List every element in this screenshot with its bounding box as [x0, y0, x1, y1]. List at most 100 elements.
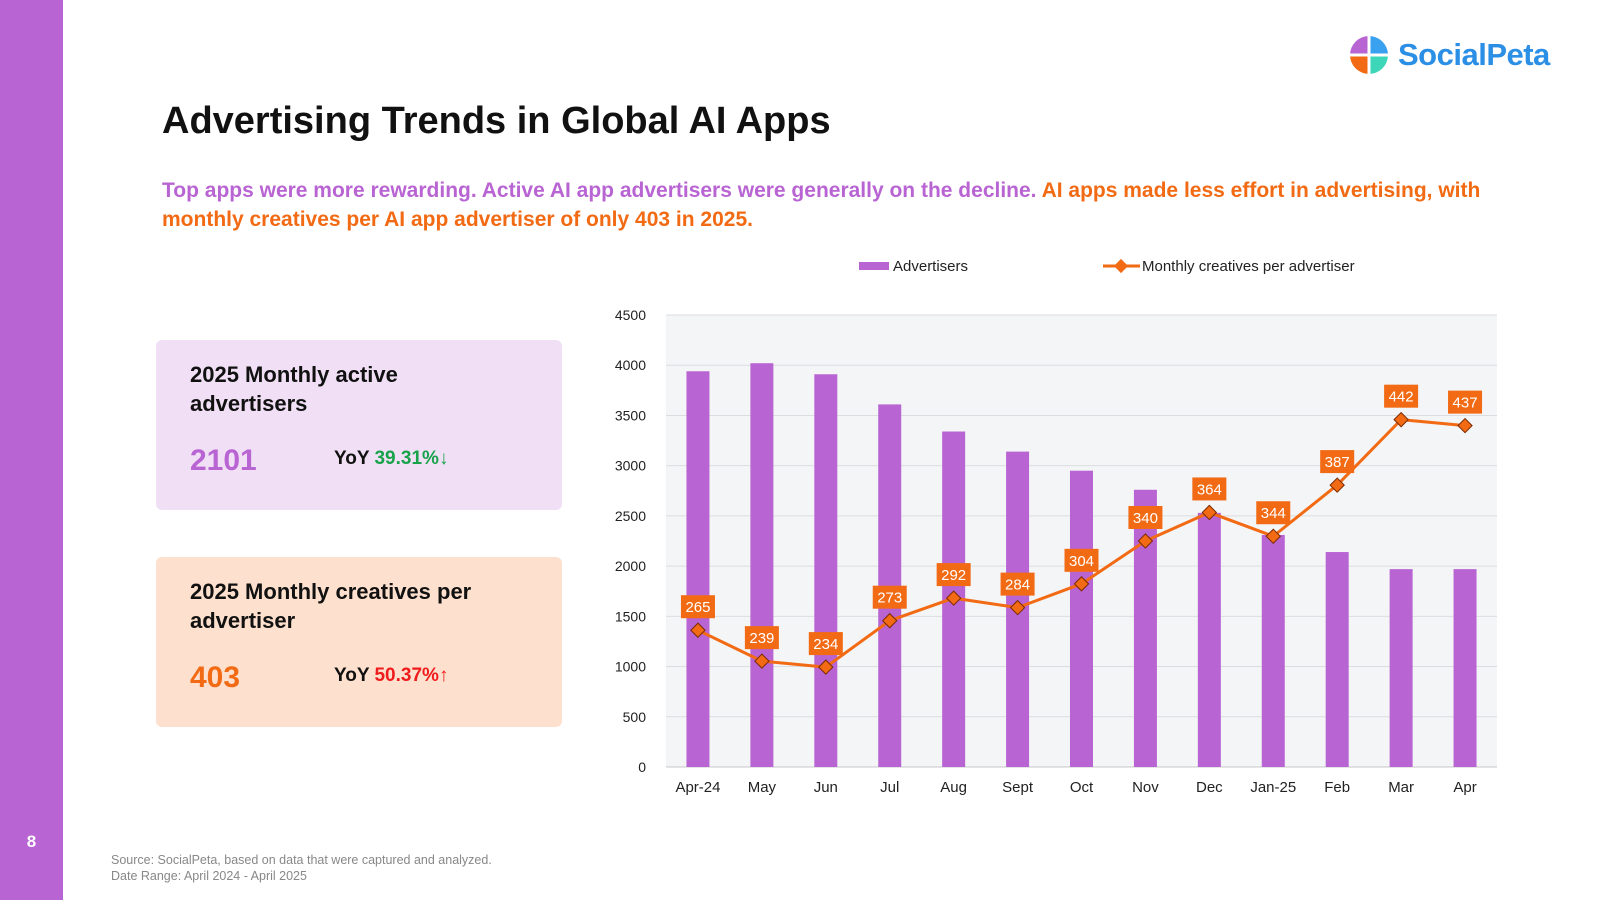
legend-swatch-advertisers — [859, 262, 889, 270]
data-label-box — [936, 563, 971, 587]
y-tick-label: 2000 — [615, 558, 646, 574]
bar — [1197, 512, 1221, 767]
data-label-box — [1320, 450, 1355, 474]
kpi-yoy: YoY 39.31%↓ — [334, 448, 448, 470]
brand-name: SocialPeta — [1398, 37, 1550, 72]
y-tick-label: 1000 — [615, 659, 646, 675]
combo-chart: 0 500 1000 1500 2000 2500 3000 3500 4000 4500 Apr-… — [600, 250, 1560, 820]
legend-label: Monthly creatives per advertiser — [1142, 258, 1355, 275]
line-point — [881, 612, 898, 629]
page-title: Advertising Trends in Global AI Apps — [162, 100, 831, 142]
source-note: Source: SocialPeta, based on data that w… — [111, 852, 492, 884]
y-tick-label: 3000 — [615, 458, 646, 474]
data-label-box — [1064, 548, 1099, 572]
data-label-box — [1448, 390, 1483, 414]
data-label-box — [872, 585, 907, 609]
data-label-box — [1256, 501, 1291, 525]
y-tick-label: 3500 — [615, 407, 646, 423]
bar — [1133, 489, 1157, 767]
y-tick-label: 4000 — [615, 357, 646, 373]
x-tick-label: Apr-24 — [675, 779, 720, 796]
bar — [1453, 569, 1477, 767]
data-label-box — [1192, 477, 1227, 501]
x-tick-label: Dec — [1196, 779, 1223, 796]
bar — [1261, 534, 1285, 767]
subtitle-part-1: Top apps were more rewarding. Active AI … — [162, 179, 1037, 202]
y-tick-label: 500 — [623, 709, 647, 725]
yoy-value: 39.31% — [374, 448, 439, 469]
x-tick-label: Mar — [1388, 779, 1414, 796]
line-point — [1265, 528, 1282, 545]
line-point — [690, 622, 706, 638]
line-point — [1457, 417, 1473, 434]
data-label-box — [808, 632, 843, 656]
yoy-label: YoY — [334, 665, 370, 686]
data-label-box — [1128, 506, 1163, 529]
bar — [750, 363, 774, 767]
kpi-card-advertisers: 2025 Monthly active advertisers 2101 YoY… — [156, 340, 562, 510]
data-label: 344 — [1261, 505, 1286, 522]
bar — [1389, 569, 1413, 767]
bar — [814, 374, 838, 767]
data-label: 239 — [749, 630, 774, 647]
line-point — [818, 659, 834, 675]
data-label: 364 — [1197, 481, 1222, 498]
data-label: 340 — [1133, 510, 1158, 527]
source-line: Source: SocialPeta, based on data that w… — [111, 853, 492, 867]
legend-label: Advertisers — [893, 258, 968, 275]
date-range-line: Date Range: April 2024 - April 2025 — [111, 869, 307, 883]
x-tick-label: Jun — [814, 779, 838, 796]
subtitle-part-2: AI apps made less effort in advertising,… — [162, 179, 1481, 231]
kpi-yoy: YoY 50.37%↑ — [334, 665, 448, 687]
bar — [1070, 470, 1093, 767]
line-point — [945, 590, 962, 606]
kpi-card-creatives: 2025 Monthly creatives per advertiser 40… — [156, 557, 562, 727]
x-tick-label: Sept — [1002, 779, 1034, 796]
arrow-up-icon: ↑ — [438, 665, 449, 686]
kpi-title: 2025 Monthly active advertisers — [190, 362, 398, 416]
line-point — [1137, 533, 1154, 549]
page-number: 8 — [26, 832, 37, 851]
kpi-value: 2101 — [190, 444, 257, 477]
x-tick-label: Apr — [1453, 779, 1476, 796]
data-label: 265 — [685, 599, 710, 616]
y-tick-label: 2500 — [615, 508, 646, 524]
x-tick-label: Aug — [940, 779, 967, 796]
data-label: 284 — [1005, 577, 1030, 594]
data-label-box — [744, 626, 779, 650]
bar — [1325, 552, 1349, 767]
x-tick-label: Feb — [1324, 779, 1350, 796]
y-tick-label: 1500 — [615, 608, 646, 624]
x-tick-label: Jul — [880, 779, 899, 796]
y-tick-label: 4500 — [615, 307, 646, 323]
bar — [686, 371, 710, 767]
data-label-box — [1000, 572, 1035, 596]
data-label: 304 — [1069, 553, 1094, 570]
data-label: 273 — [877, 590, 902, 607]
data-label: 292 — [941, 567, 966, 584]
data-label-box — [680, 595, 715, 619]
kpi-title: 2025 Monthly creatives per advertiser — [190, 579, 472, 633]
data-label: 442 — [1389, 389, 1414, 406]
line-point — [1329, 477, 1345, 493]
x-tick-label: May — [748, 779, 777, 796]
line-point — [1009, 599, 1026, 616]
brand-logo: SocialPeta — [1348, 34, 1550, 76]
data-label: 437 — [1453, 395, 1478, 412]
data-label: 387 — [1325, 454, 1350, 471]
yoy-label: YoY — [334, 448, 370, 469]
arrow-down-icon: ↓ — [438, 448, 449, 469]
y-tick-label: 0 — [638, 759, 646, 775]
kpi-value: 403 — [190, 661, 241, 694]
socialpeta-logo-icon — [1350, 36, 1388, 74]
yoy-value: 50.37% — [374, 665, 439, 686]
page-subtitle: Top apps were more rewarding. Active AI … — [162, 176, 1492, 234]
data-label-box — [1384, 384, 1419, 408]
x-tick-label: Nov — [1132, 779, 1159, 796]
line-point — [1073, 576, 1090, 592]
line-point — [1201, 504, 1218, 521]
sidebar-accent: 8 — [0, 0, 63, 900]
data-label: 234 — [813, 636, 838, 653]
x-tick-label: Jan-25 — [1250, 779, 1296, 796]
chart-svg: 0 500 1000 1500 2000 2500 3000 3500 4000 4500 Apr-… — [615, 258, 1497, 796]
